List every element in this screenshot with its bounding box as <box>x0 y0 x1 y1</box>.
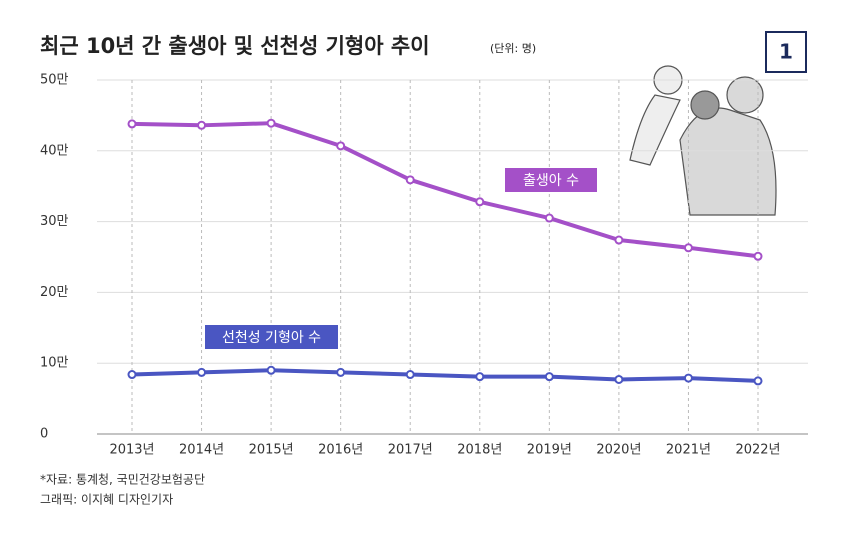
x-tick-label: 2014년 <box>179 443 224 458</box>
point <box>127 370 137 380</box>
point <box>544 213 554 223</box>
x-tick-label: 2017년 <box>388 443 433 458</box>
credit: 그래픽: 이지혜 디자인기자 <box>40 493 173 507</box>
series-label-box <box>205 325 338 349</box>
source: *자료: 통계청, 국민건강보험공단 <box>40 473 205 487</box>
x-tick-label: 2015년 <box>249 443 294 458</box>
point <box>266 365 276 375</box>
point <box>197 367 207 377</box>
illustration <box>629 65 777 216</box>
x-tick-label: 2020년 <box>596 443 641 458</box>
point <box>197 120 207 130</box>
y-tick-label: 40만 <box>40 143 69 158</box>
point <box>475 197 485 207</box>
point <box>753 376 763 386</box>
point <box>614 374 624 384</box>
point <box>614 235 624 245</box>
series-label: 출생아 수 <box>523 173 579 189</box>
badge: 1 <box>779 40 793 64</box>
series-line <box>131 368 759 383</box>
x-tick-label: 2021년 <box>666 443 711 458</box>
point <box>475 372 485 382</box>
point <box>683 243 693 253</box>
chart-subtitle: (단위: 명) <box>490 42 536 55</box>
x-tick-label: 2018년 <box>457 443 502 458</box>
y-tick-label: 30만 <box>40 214 69 229</box>
series-label-box <box>505 168 597 192</box>
x-tick-label: 2016년 <box>318 443 363 458</box>
chart-title: 최근 10년 간 출생아 및 선천성 기형아 추이 <box>40 34 430 58</box>
y-tick-label: 0 <box>40 427 48 442</box>
x-tick-label: 2019년 <box>527 443 572 458</box>
point <box>405 175 415 185</box>
point <box>336 141 346 151</box>
y-tick-label: 50만 <box>40 73 69 88</box>
point <box>336 367 346 377</box>
x-tick-label: 2013년 <box>109 443 154 458</box>
point <box>753 251 763 261</box>
point <box>405 370 415 380</box>
badge-box <box>765 31 807 73</box>
point <box>544 372 554 382</box>
y-tick-label: 20만 <box>40 285 69 300</box>
point <box>266 118 276 128</box>
series-label: 선천성 기형아 수 <box>222 330 321 346</box>
point <box>683 373 693 383</box>
y-tick-label: 10만 <box>40 356 69 371</box>
x-tick-label: 2022년 <box>735 443 780 458</box>
series-line <box>131 121 759 259</box>
point <box>127 119 137 129</box>
